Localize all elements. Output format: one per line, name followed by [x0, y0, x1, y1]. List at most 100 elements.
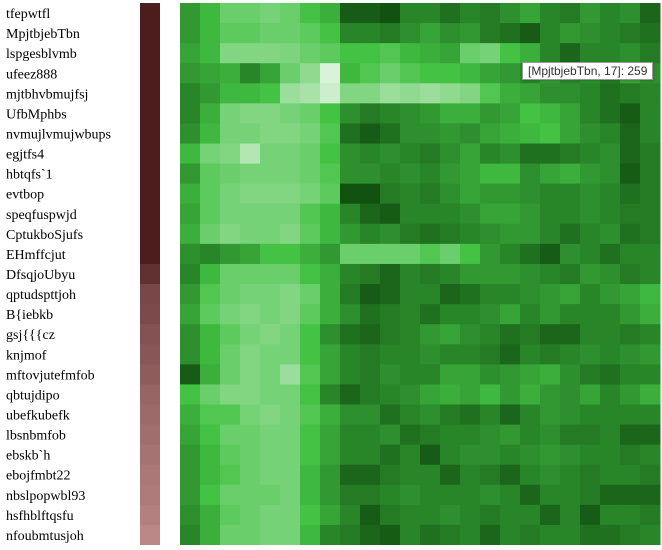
- heatmap-cell[interactable]: [280, 43, 301, 64]
- heatmap-cell[interactable]: [440, 364, 461, 385]
- heatmap-cell[interactable]: [320, 263, 341, 285]
- heatmap-cell[interactable]: [580, 304, 601, 325]
- heatmap-cell[interactable]: [240, 223, 261, 245]
- heatmap-cell[interactable]: [600, 103, 621, 124]
- heatmap-cell[interactable]: [260, 83, 281, 104]
- heatmap-cell[interactable]: [420, 344, 441, 365]
- heatmap-cell[interactable]: [480, 384, 501, 405]
- heatmap-cell[interactable]: [180, 304, 201, 325]
- heatmap-cell[interactable]: [200, 203, 221, 225]
- heatmap-cell[interactable]: [280, 203, 301, 225]
- heatmap-cell[interactable]: [320, 424, 341, 446]
- heatmap-cell[interactable]: [640, 3, 661, 24]
- heatmap-cell[interactable]: [240, 344, 261, 365]
- heatmap-cell[interactable]: [400, 484, 421, 506]
- heatmap-cell[interactable]: [440, 384, 461, 405]
- heatmap-cell[interactable]: [480, 324, 501, 345]
- heatmap-cell[interactable]: [500, 364, 521, 385]
- heatmap-cell[interactable]: [580, 524, 601, 546]
- heatmap-cell[interactable]: [280, 163, 301, 185]
- heatmap-cell[interactable]: [520, 384, 541, 405]
- heatmap-cell[interactable]: [580, 344, 601, 365]
- heatmap-cell[interactable]: [340, 263, 361, 285]
- heatmap-cell[interactable]: [620, 183, 641, 205]
- heatmap-cell[interactable]: [620, 524, 641, 546]
- heatmap-cell[interactable]: [540, 83, 561, 104]
- heatmap-cell[interactable]: [460, 183, 481, 205]
- heatmap-cell[interactable]: [280, 123, 301, 145]
- heatmap-cell[interactable]: [640, 304, 661, 325]
- heatmap-cell[interactable]: [360, 163, 381, 185]
- heatmap-cell[interactable]: [640, 504, 661, 526]
- heatmap-cell[interactable]: [360, 3, 381, 24]
- heatmap-cell[interactable]: [240, 143, 261, 165]
- heatmap-cell[interactable]: [240, 424, 261, 446]
- heatmap-cell[interactable]: [260, 123, 281, 145]
- heatmap-cell[interactable]: [480, 484, 501, 506]
- heatmap-cell[interactable]: [380, 364, 401, 385]
- heatmap-cell[interactable]: [180, 364, 201, 385]
- heatmap-cell[interactable]: [460, 263, 481, 285]
- heatmap-cell[interactable]: [600, 263, 621, 285]
- heatmap-cell[interactable]: [480, 504, 501, 526]
- heatmap-cell[interactable]: [640, 23, 661, 44]
- heatmap-cell[interactable]: [480, 364, 501, 385]
- heatmap-cell[interactable]: [580, 263, 601, 285]
- heatmap-cell[interactable]: [500, 464, 521, 486]
- heatmap-cell[interactable]: [260, 444, 281, 466]
- heatmap-cell[interactable]: [180, 424, 201, 446]
- heatmap-cell[interactable]: [460, 203, 481, 225]
- heatmap-cell[interactable]: [360, 284, 381, 305]
- heatmap-cell[interactable]: [360, 183, 381, 205]
- heatmap-cell[interactable]: [460, 404, 481, 426]
- heatmap-cell[interactable]: [500, 284, 521, 305]
- heatmap-cell[interactable]: [520, 304, 541, 325]
- heatmap-cell[interactable]: [460, 384, 481, 405]
- heatmap-cell[interactable]: [620, 344, 641, 365]
- heatmap-cell[interactable]: [600, 504, 621, 526]
- heatmap-cell[interactable]: [360, 364, 381, 385]
- heatmap-cell[interactable]: [440, 183, 461, 205]
- heatmap-cell[interactable]: [520, 524, 541, 546]
- heatmap-cell[interactable]: [200, 243, 221, 265]
- heatmap-cell[interactable]: [260, 324, 281, 345]
- heatmap-cell[interactable]: [360, 324, 381, 345]
- heatmap-cell[interactable]: [180, 123, 201, 145]
- heatmap-cell[interactable]: [460, 344, 481, 365]
- heatmap-cell[interactable]: [500, 263, 521, 285]
- heatmap-cell[interactable]: [340, 143, 361, 165]
- heatmap-cell[interactable]: [260, 183, 281, 205]
- heatmap-cell[interactable]: [180, 384, 201, 405]
- heatmap-cell[interactable]: [520, 3, 541, 24]
- heatmap-cell[interactable]: [580, 203, 601, 225]
- heatmap-cell[interactable]: [260, 203, 281, 225]
- heatmap-cell[interactable]: [300, 404, 321, 426]
- heatmap-cell[interactable]: [360, 23, 381, 44]
- heatmap-cell[interactable]: [260, 43, 281, 64]
- heatmap-cell[interactable]: [540, 324, 561, 345]
- heatmap-cell[interactable]: [580, 364, 601, 385]
- heatmap-cell[interactable]: [460, 524, 481, 546]
- heatmap-cell[interactable]: [540, 464, 561, 486]
- heatmap-cell[interactable]: [520, 504, 541, 526]
- heatmap-cell[interactable]: [600, 444, 621, 466]
- heatmap-cell[interactable]: [520, 324, 541, 345]
- heatmap-cell[interactable]: [460, 284, 481, 305]
- heatmap-cell[interactable]: [540, 23, 561, 44]
- heatmap-cell[interactable]: [420, 263, 441, 285]
- heatmap-cell[interactable]: [480, 163, 501, 185]
- heatmap-cell[interactable]: [400, 464, 421, 486]
- heatmap-cell[interactable]: [400, 344, 421, 365]
- heatmap-cell[interactable]: [260, 484, 281, 506]
- heatmap-cell[interactable]: [480, 243, 501, 265]
- heatmap-cell[interactable]: [400, 23, 421, 44]
- heatmap-cell[interactable]: [480, 344, 501, 365]
- heatmap-cell[interactable]: [640, 424, 661, 446]
- heatmap-cell[interactable]: [540, 304, 561, 325]
- heatmap-cell[interactable]: [560, 524, 581, 546]
- heatmap-cell[interactable]: [560, 103, 581, 124]
- heatmap-cell[interactable]: [560, 223, 581, 245]
- heatmap-cell[interactable]: [360, 103, 381, 124]
- heatmap-cell[interactable]: [440, 23, 461, 44]
- heatmap-cell[interactable]: [400, 304, 421, 325]
